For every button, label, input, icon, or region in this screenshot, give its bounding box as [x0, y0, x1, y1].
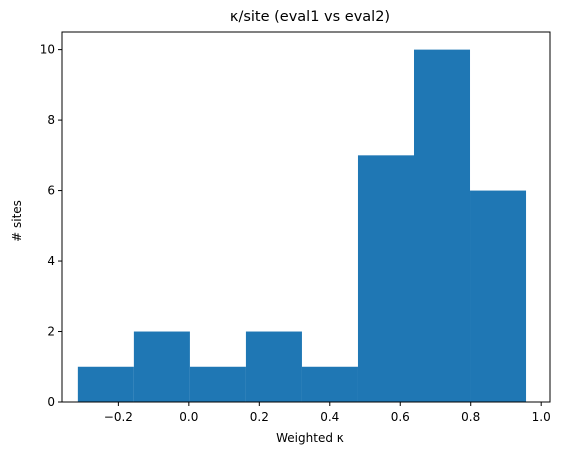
y-tick-label: 4 [47, 254, 55, 268]
histogram-bar-7 [470, 190, 527, 402]
plot-frame [61, 31, 551, 403]
x-tick-label: −0.2 [104, 410, 133, 424]
y-tick-label: 8 [47, 113, 55, 127]
histogram-bar-3 [245, 331, 302, 402]
x-tick-label: 0.8 [461, 410, 480, 424]
y-tick-label: 10 [40, 43, 55, 57]
y-tick-label: 6 [47, 184, 55, 198]
histogram-bar-1 [133, 331, 190, 402]
x-axis: −0.2 0.0 0.2 0.4 0.6 0.8 1.0 [104, 402, 551, 424]
x-axis-label: Weighted κ [276, 431, 344, 445]
x-tick-label: 0.6 [391, 410, 410, 424]
y-axis-label: # sites [10, 200, 24, 242]
x-tick-label: 0.4 [320, 410, 339, 424]
y-tick-label: 2 [47, 325, 55, 339]
x-tick-label: 0.2 [250, 410, 269, 424]
y-tick-label: 0 [47, 395, 55, 409]
y-axis: 0 2 4 6 8 10 [40, 43, 62, 409]
histogram-bar-2 [189, 366, 246, 402]
histogram-bar-5 [357, 155, 414, 402]
bars-group [77, 49, 527, 402]
histogram-bar-4 [301, 366, 358, 402]
histogram-bar-6 [413, 49, 471, 402]
x-tick-label: 0.0 [179, 410, 198, 424]
chart-title: κ/site (eval1 vs eval2) [230, 9, 390, 25]
x-tick-label: 1.0 [532, 410, 551, 424]
histogram-bar-0 [77, 366, 134, 402]
